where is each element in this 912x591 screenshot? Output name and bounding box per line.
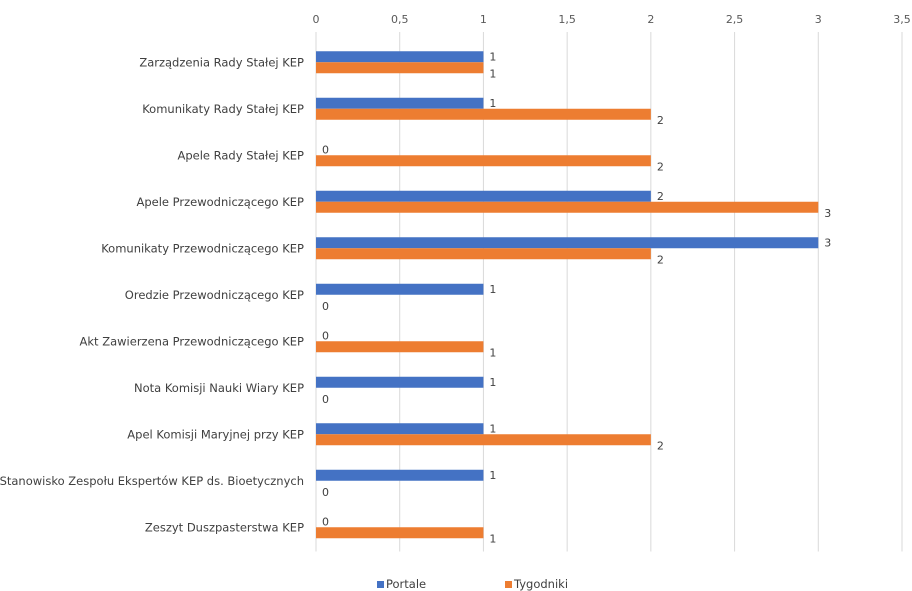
category-label: Apele Przewodniczącego KEP xyxy=(136,195,304,209)
bar-tygodniki xyxy=(316,527,484,539)
data-label: 1 xyxy=(489,376,496,389)
legend-label-tygodniki: Tygodniki xyxy=(514,577,569,591)
legend-label-portale: Portale xyxy=(386,577,427,591)
bar-portale xyxy=(316,376,484,388)
bar-tygodniki xyxy=(316,341,484,353)
data-label: 0 xyxy=(322,143,329,156)
legend: Portale Tygodniki xyxy=(0,577,912,591)
data-label: 1 xyxy=(489,346,496,359)
data-label: 0 xyxy=(322,515,329,528)
data-label: 0 xyxy=(322,486,329,499)
bar-tygodniki xyxy=(316,108,651,120)
data-label: 2 xyxy=(657,160,664,173)
data-label: 1 xyxy=(489,422,496,435)
bar-tygodniki xyxy=(316,62,484,74)
data-label: 1 xyxy=(489,67,496,80)
data-label: 1 xyxy=(489,532,496,545)
legend-item-tygodniki: Tygodniki xyxy=(505,577,568,591)
category-label: Akt Zawierzena Przewodniczącego KEP xyxy=(80,334,305,348)
category-label: Zeszyt Duszpasterstwa KEP xyxy=(145,520,304,534)
bar-tygodniki xyxy=(316,248,651,260)
data-label: 1 xyxy=(489,283,496,296)
data-label: 1 xyxy=(489,469,496,482)
category-label: Komunikaty Przewodniczącego KEP xyxy=(101,241,304,255)
category-label: Nota Komisji Nauki Wiary KEP xyxy=(134,381,304,395)
legend-swatch-tygodniki xyxy=(505,580,512,588)
bar-tygodniki xyxy=(316,201,819,213)
data-label: 2 xyxy=(657,439,664,452)
x-tick-label: 1,5 xyxy=(558,13,576,26)
category-label: Stanowisko Zespołu Ekspertów KEP ds. Bio… xyxy=(0,474,304,488)
x-tick-label: 3,5 xyxy=(893,13,911,26)
data-label: 0 xyxy=(322,329,329,342)
category-label: Zarządzenia Rady Stałej KEP xyxy=(139,55,304,69)
bar-tygodniki xyxy=(316,155,651,167)
bar-portale xyxy=(316,51,484,63)
data-label: 1 xyxy=(489,97,496,110)
x-tick-label: 2 xyxy=(647,13,654,26)
bar-portale xyxy=(316,469,484,481)
data-label: 2 xyxy=(657,114,664,127)
category-label: Oredzie Przewodniczącego KEP xyxy=(125,288,304,302)
category-label: Apel Komisji Maryjnej przy KEP xyxy=(127,427,304,441)
data-label: 2 xyxy=(657,253,664,266)
category-label: Apele Rady Stałej KEP xyxy=(177,148,304,162)
data-label: 2 xyxy=(657,190,664,203)
data-label: 0 xyxy=(322,300,329,313)
bar-portale xyxy=(316,423,484,435)
legend-item-portale: Portale xyxy=(377,577,426,591)
bar-chart: 0 0,5 1 1,5 2 2,5 3 3,5 Zarządzenia Rady Stałej … xyxy=(0,13,911,552)
data-label: 3 xyxy=(824,207,831,220)
bar-portale xyxy=(316,283,484,295)
x-tick-label: 2,5 xyxy=(726,13,744,26)
data-label: 3 xyxy=(824,236,831,249)
x-tick-label: 0 xyxy=(313,13,320,26)
data-label: 0 xyxy=(322,393,329,406)
category-label: Komunikaty Rady Stałej KEP xyxy=(142,102,304,116)
x-tick-label: 3 xyxy=(815,13,822,26)
bar-tygodniki xyxy=(316,434,651,446)
x-tick-label: 0,5 xyxy=(391,13,409,26)
bar-portale xyxy=(316,237,819,249)
data-label: 1 xyxy=(489,50,496,63)
legend-swatch-portale xyxy=(377,580,384,588)
bar-portale xyxy=(316,190,651,202)
x-tick-label: 1 xyxy=(480,13,487,26)
bar-portale xyxy=(316,97,484,109)
